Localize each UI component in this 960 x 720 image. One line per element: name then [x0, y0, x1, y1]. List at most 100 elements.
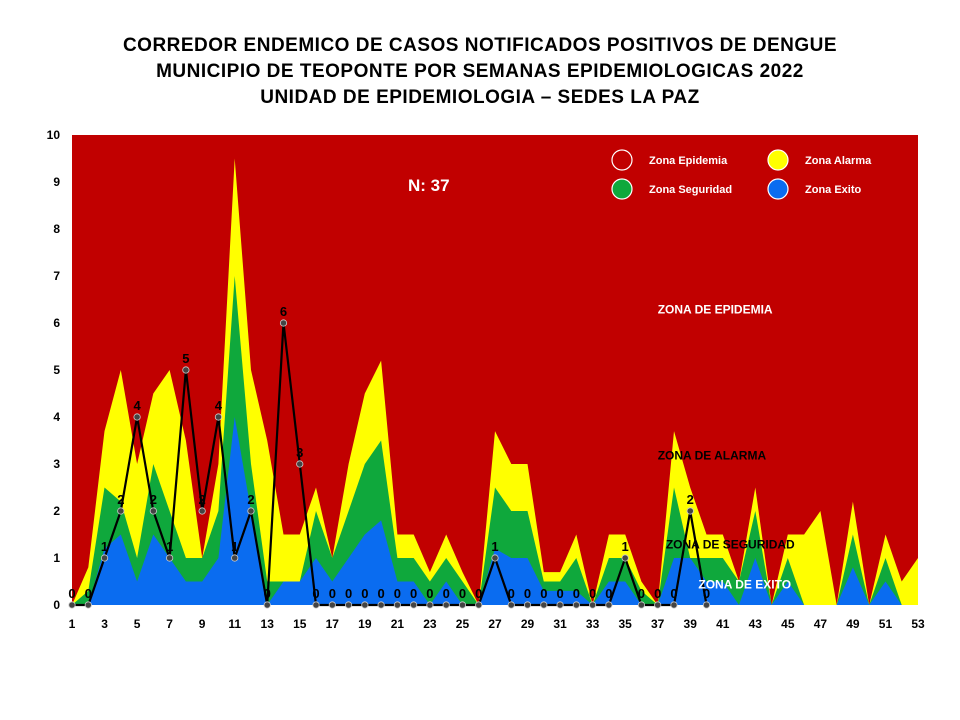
x-tick-label: 33 [586, 617, 600, 631]
x-tick-label: 9 [199, 617, 206, 631]
x-tick-label: 15 [293, 617, 307, 631]
x-tick-label: 1 [69, 617, 76, 631]
x-tick-label: 47 [814, 617, 828, 631]
y-tick-label: 9 [53, 175, 60, 189]
zone-label: ZONA DE ALARMA [658, 448, 767, 462]
cases-point [247, 507, 255, 515]
cases-data-label: 6 [280, 304, 287, 319]
legend-label: Zona Exito [805, 184, 862, 196]
zone-label: ZONA DE EPIDEMIA [658, 303, 773, 317]
cases-data-label: 1 [622, 539, 629, 554]
cases-data-label: 2 [117, 492, 124, 507]
cases-data-label: 2 [687, 492, 694, 507]
x-tick-label: 3 [101, 617, 108, 631]
cases-data-label: 2 [150, 492, 157, 507]
x-tick-label: 19 [358, 617, 372, 631]
cases-point [328, 601, 336, 609]
cases-point [637, 601, 646, 609]
x-tick-label: 37 [651, 617, 665, 631]
cases-data-label: 1 [491, 539, 498, 554]
cases-point [621, 554, 629, 562]
cases-data-label: 1 [231, 539, 238, 554]
x-tick-label: 27 [488, 617, 502, 631]
cases-data-label: 5 [182, 351, 189, 366]
cases-point [686, 507, 694, 515]
x-tick-label: 11 [228, 617, 241, 631]
cases-data-label: 2 [247, 492, 254, 507]
cases-point [475, 601, 483, 609]
y-tick-label: 2 [53, 504, 60, 518]
cases-point [100, 554, 109, 562]
cases-point [344, 601, 353, 609]
cases-data-label: 0 [524, 586, 531, 601]
cases-data-label: 0 [394, 586, 401, 601]
cases-point [263, 601, 271, 609]
cases-point [491, 554, 499, 562]
cases-point [507, 601, 515, 609]
cases-data-label: 0 [508, 586, 515, 601]
cases-point [84, 601, 92, 609]
zona-seguridad-legend-marker [611, 178, 633, 200]
cases-data-label: 0 [654, 586, 661, 601]
cases-data-label: 0 [556, 586, 563, 601]
cases-point [393, 601, 401, 609]
y-tick-label: 4 [53, 410, 60, 424]
cases-point [458, 601, 467, 609]
zona-alarma-legend-marker [767, 149, 789, 171]
y-tick-label: 5 [53, 363, 60, 377]
cases-point [117, 507, 125, 515]
cases-point [231, 554, 239, 562]
y-tick-label: 0 [53, 598, 60, 612]
cases-data-label: 0 [264, 586, 271, 601]
y-tick-label: 8 [53, 222, 60, 236]
x-tick-label: 35 [618, 617, 632, 631]
x-tick-label: 23 [423, 617, 437, 631]
x-tick-label: 17 [326, 617, 340, 631]
cases-data-label: 1 [166, 539, 173, 554]
cases-data-label: 0 [329, 586, 336, 601]
cases-data-label: 4 [133, 398, 141, 413]
title-line-3: UNIDAD DE EPIDEMIOLOGIA – SEDES LA PAZ [260, 87, 700, 108]
cases-data-label: 0 [443, 586, 450, 601]
cases-data-label: 2 [199, 492, 206, 507]
cases-data-label: 0 [361, 586, 368, 601]
cases-point [670, 601, 678, 609]
x-tick-label: 5 [134, 617, 141, 631]
x-tick-label: 25 [456, 617, 470, 631]
cases-data-label: 0 [459, 586, 466, 601]
cases-point [426, 601, 434, 609]
cases-point [279, 319, 288, 327]
x-tick-label: 51 [879, 617, 893, 631]
x-tick-label: 43 [749, 617, 763, 631]
total-cases-label: N: 37 [408, 176, 450, 195]
cases-data-label: 1 [101, 539, 108, 554]
legend-label: Zona Alarma [805, 155, 872, 167]
cases-data-label: 0 [345, 586, 352, 601]
cases-point [198, 507, 206, 515]
cases-point [377, 601, 385, 609]
cases-data-label: 0 [68, 586, 75, 601]
cases-data-label: 0 [312, 586, 319, 601]
cases-point [540, 601, 548, 609]
cases-point [296, 460, 304, 468]
y-tick-label: 10 [47, 128, 61, 142]
cases-data-label: 0 [605, 586, 612, 601]
legend-label: Zona Seguridad [649, 184, 732, 196]
cases-data-label: 3 [296, 445, 303, 460]
cases-point [68, 601, 76, 609]
x-tick-label: 53 [911, 617, 925, 631]
cases-point [523, 601, 532, 609]
cases-point [556, 601, 564, 609]
cases-point [166, 554, 174, 562]
cases-point [589, 601, 597, 609]
chart-title: CORREDOR ENDEMICO DE CASOS NOTIFICADOS P… [0, 33, 960, 111]
cases-point [410, 601, 418, 609]
cases-point [182, 366, 190, 374]
cases-data-label: 0 [703, 586, 710, 601]
x-tick-label: 45 [781, 617, 795, 631]
cases-point [361, 601, 369, 609]
cases-point [702, 601, 711, 609]
zona-exito-area [72, 417, 918, 605]
zona-epidemia-legend-marker [611, 149, 633, 171]
zone-label: ZONA DE EXITO [698, 578, 791, 592]
